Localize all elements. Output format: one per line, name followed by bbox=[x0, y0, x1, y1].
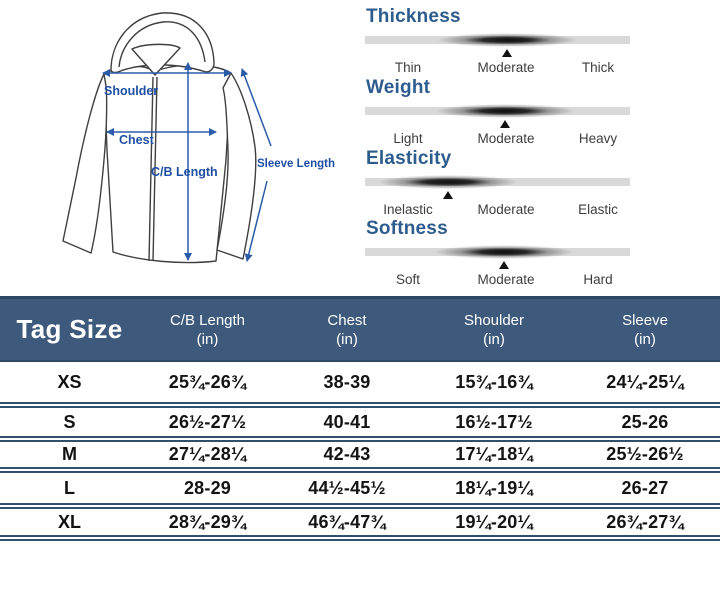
row-l-shoulder: 18¼-19¼ bbox=[455, 477, 533, 498]
row-s-shoulder: 16½-17½ bbox=[455, 411, 533, 432]
row-l-sleeve: 26-27 bbox=[621, 477, 669, 498]
table-row-xl: XL 28¾-29¾ 46¾-47¾ 19¼-20¼ 26¾-27¾ bbox=[0, 509, 720, 541]
scale-elasticity-label-mid: Moderate bbox=[477, 202, 535, 217]
header-tag-size: Tag Size bbox=[16, 314, 123, 344]
jacket-collar-v bbox=[131, 43, 181, 76]
scale-weight-label-high: Heavy bbox=[578, 131, 618, 146]
scale-elasticity-label-low: Inelastic bbox=[383, 202, 433, 217]
chest-label: Chest bbox=[119, 133, 155, 147]
row-m-cb: 27¼-28¼ bbox=[168, 444, 247, 464]
scale-thickness: Thickness Thin Moderate Thick bbox=[360, 6, 720, 76]
row-xs-sleeve: 24¼-25¼ bbox=[606, 371, 684, 392]
scale-weight-label-mid: Moderate bbox=[477, 131, 535, 146]
scale-elasticity-marker-icon bbox=[443, 191, 454, 199]
scale-softness-marker-icon bbox=[499, 261, 510, 269]
row-m-size: M bbox=[62, 444, 77, 464]
top-section: Shoulder Chest C/B Length Sleeve Length … bbox=[0, 0, 720, 296]
row-m-shoulder: 17¼-18¼ bbox=[455, 444, 533, 464]
scale-thickness-marker-icon bbox=[501, 49, 512, 57]
scale-softness-title: Softness bbox=[366, 218, 448, 239]
scale-elasticity: Elasticity Inelastic Moderate Elastic bbox=[360, 148, 720, 218]
scale-thickness-title: Thickness bbox=[366, 6, 461, 27]
scale-softness: Softness Soft Moderate Hard bbox=[360, 218, 720, 288]
size-table: Tag Size C/B Length (in) Chest (in) Shou… bbox=[0, 296, 720, 541]
row-s-cb: 26½-27½ bbox=[168, 411, 247, 432]
scale-weight-label-low: Light bbox=[393, 131, 423, 146]
jacket-diagram-svg: Shoulder Chest C/B Length Sleeve Length bbox=[62, 12, 335, 264]
scale-weight-title: Weight bbox=[366, 77, 431, 98]
header-sleeve: Sleeve (in) bbox=[622, 311, 668, 348]
scale-thickness-label-low: Thin bbox=[394, 60, 422, 75]
row-s-sleeve: 25-26 bbox=[621, 411, 669, 432]
row-xl-chest: 46¾-47¾ bbox=[308, 511, 386, 532]
scale-weight: Weight Light Moderate Heavy bbox=[360, 77, 720, 147]
row-l-cb: 28-29 bbox=[183, 477, 232, 498]
row-xs-cb: 25¾-26¾ bbox=[168, 371, 247, 392]
row-m-chest: 42-43 bbox=[323, 444, 371, 464]
table-row-xs: XS 25¾-26¾ 38-39 15¾-16¾ 24¼-25¼ bbox=[0, 362, 720, 408]
row-xl-size: XL bbox=[57, 511, 81, 532]
scale-softness-bar bbox=[365, 245, 630, 259]
jacket-right-sleeve bbox=[216, 72, 257, 260]
measurement-labels: Shoulder Chest C/B Length Sleeve Length bbox=[104, 84, 335, 179]
jacket-left-sleeve bbox=[62, 73, 108, 254]
scale-elasticity-title: Elasticity bbox=[366, 148, 452, 169]
row-xs-size: XS bbox=[57, 371, 82, 392]
row-xl-sleeve: 26¾-27¾ bbox=[606, 511, 684, 532]
attribute-scales: Thickness Thin Moderate Thick Weight bbox=[360, 0, 720, 296]
scale-softness-label-high: Hard bbox=[583, 272, 613, 287]
cb-length-label: C/B Length bbox=[151, 165, 218, 179]
size-table-header: Tag Size C/B Length (in) Chest (in) Shou… bbox=[0, 296, 720, 362]
scale-thickness-label-high: Thick bbox=[581, 60, 615, 75]
scale-weight-spot bbox=[435, 104, 576, 118]
scale-weight-bar bbox=[365, 104, 630, 118]
header-cb-length: C/B Length (in) bbox=[169, 311, 246, 348]
row-xl-cb: 28¾-29¾ bbox=[168, 511, 247, 532]
sleeve-length-label: Sleeve Length bbox=[257, 158, 335, 170]
scale-thickness-label-mid: Moderate bbox=[477, 60, 535, 75]
table-row-l: L 28-29 44½-45½ 18¼-19¼ 26-27 bbox=[0, 473, 720, 509]
row-l-chest: 44½-45½ bbox=[308, 477, 386, 498]
row-s-chest: 40-41 bbox=[323, 411, 371, 432]
jacket-outline bbox=[62, 12, 257, 264]
sleeve-arrow-lower bbox=[244, 180, 268, 262]
scale-elasticity-spot bbox=[378, 175, 519, 189]
measurement-arrows bbox=[102, 62, 272, 262]
row-m-sleeve: 25½-26½ bbox=[606, 444, 684, 464]
scale-thickness-spot bbox=[436, 33, 577, 47]
table-row-m: M 27¼-28¼ 42-43 17¼-18¼ 25½-26½ bbox=[0, 442, 720, 473]
jacket-measurement-diagram: Shoulder Chest C/B Length Sleeve Length bbox=[0, 0, 360, 296]
jacket-zipper bbox=[148, 76, 158, 262]
sleeve-arrow-upper bbox=[240, 68, 272, 147]
row-xs-chest: 38-39 bbox=[323, 371, 371, 392]
jacket-hood-rim bbox=[118, 21, 206, 68]
scale-softness-label-low: Soft bbox=[395, 272, 421, 287]
row-xs-shoulder: 15¾-16¾ bbox=[455, 371, 533, 392]
scale-elasticity-bar bbox=[365, 175, 630, 189]
table-row-s: S 26½-27½ 40-41 16½-17½ 25-26 bbox=[0, 408, 720, 442]
scale-softness-label-mid: Moderate bbox=[477, 272, 535, 287]
scale-elasticity-label-high: Elastic bbox=[578, 202, 618, 217]
scale-weight-marker-icon bbox=[500, 120, 511, 128]
row-l-size: L bbox=[64, 477, 75, 498]
header-shoulder: Shoulder (in) bbox=[463, 311, 525, 348]
shoulder-label: Shoulder bbox=[104, 84, 158, 98]
row-xl-shoulder: 19¼-20¼ bbox=[455, 511, 533, 532]
row-s-size: S bbox=[63, 411, 76, 432]
scale-softness-spot bbox=[434, 245, 575, 259]
scale-thickness-bar bbox=[365, 33, 630, 47]
header-chest: Chest (in) bbox=[327, 311, 367, 348]
